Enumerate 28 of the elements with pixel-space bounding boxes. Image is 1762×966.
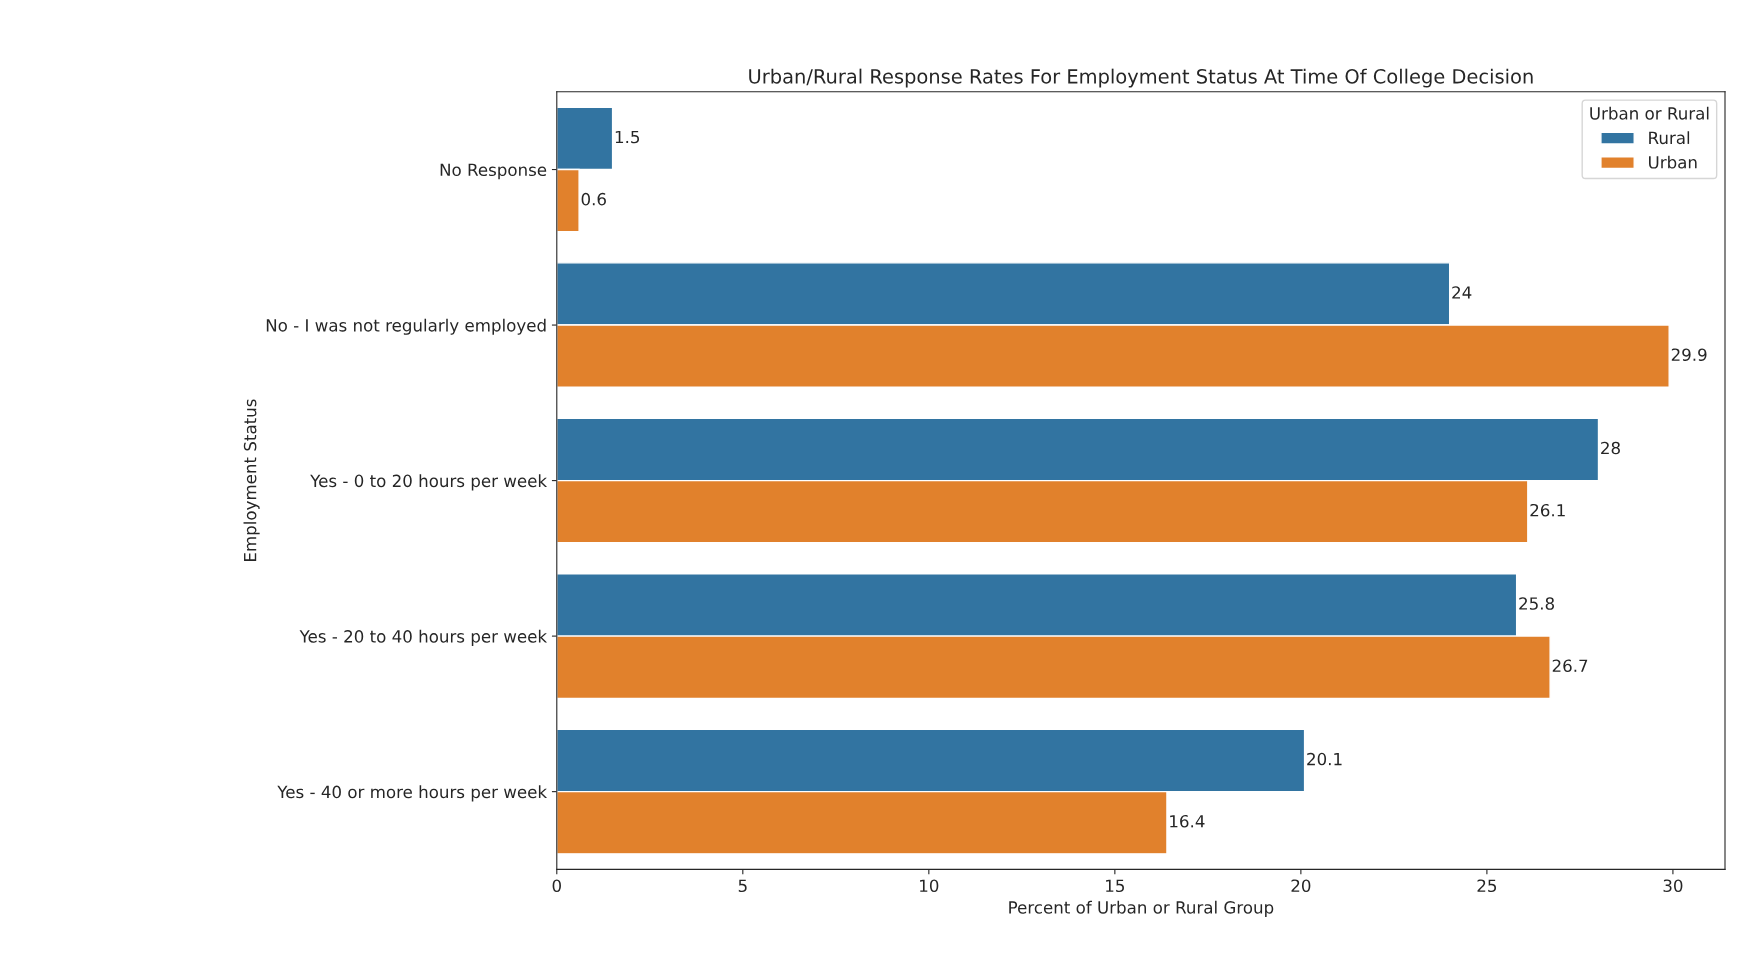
data-label: 26.1 [1530,503,1565,517]
y-tick-label: Yes - 20 to 40 hours per week [299,629,548,646]
data-label: 25.8 [1519,597,1555,610]
y-tick-label: No - I was not regularly employed [266,318,546,335]
legend-label: Rural [1649,131,1690,145]
data-label: 26.7 [1552,659,1588,673]
y-tick-label: Yes - 40 or more hours per week [277,785,548,802]
x-tick-label: 30 [1663,879,1683,893]
legend-title: Urban or Rural [1590,106,1709,120]
y-axis-title: Employment Status [243,399,260,561]
data-label: 20.1 [1307,752,1342,766]
legend-label: Urban [1649,155,1697,169]
data-label: 0.6 [581,192,606,206]
data-label: 16.4 [1170,814,1205,828]
data-label: 1.5 [615,130,640,144]
y-tick-label: Yes - 0 to 20 hours per week [310,474,548,491]
chart-title: Urban/Rural Response Rates For Employment Status At Time Of College Decision [749,68,1533,88]
x-tick-label: 10 [920,879,939,893]
y-tick-label: No Response [440,163,547,180]
x-tick-label: 25 [1477,879,1497,893]
x-tick-label: 15 [1106,879,1124,893]
data-label: 28 [1601,441,1620,455]
x-tick-label: 20 [1291,879,1311,893]
x-tick-label: 0 [552,879,561,893]
data-label: 29.9 [1671,348,1707,361]
x-axis-title: Percent of Urban or Rural Group [1009,900,1274,917]
data-label: 24 [1452,286,1472,299]
x-tick-label: 5 [738,879,747,893]
